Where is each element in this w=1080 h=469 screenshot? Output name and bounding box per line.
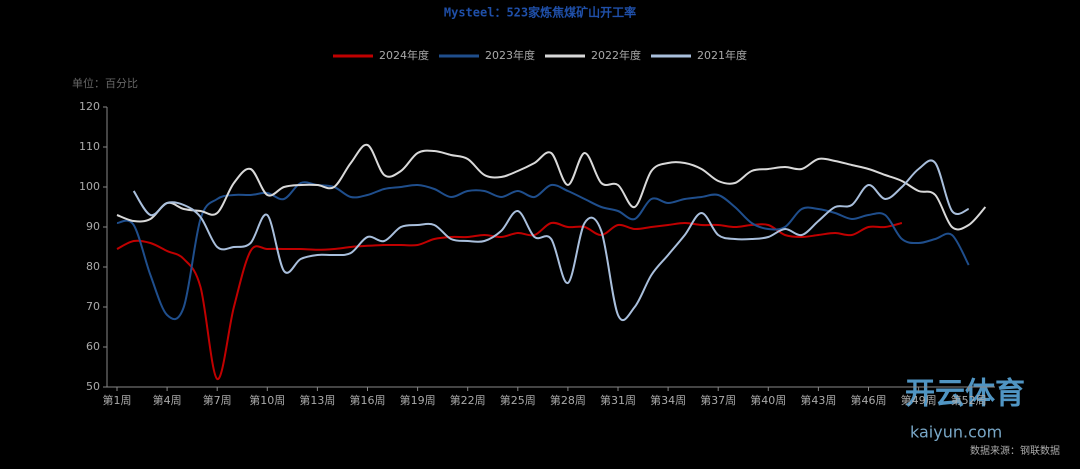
y-tick-label: 100 [79,180,100,193]
y-tick-label: 70 [86,300,100,313]
watermark-sub: kaiyun.com [910,423,1002,442]
x-tick-label: 第37周 [700,393,736,407]
x-tick-label: 第13周 [299,393,335,407]
y-tick-label: 60 [86,340,100,353]
x-tick-label: 第4周 [153,393,182,407]
x-tick-label: 第52周 [951,393,987,407]
x-tick-label: 第31周 [600,393,636,407]
y-tick-label: 110 [79,140,100,153]
series-line [132,159,970,322]
y-unit: 单位：百分比 [72,76,138,90]
x-tick-label: 第1周 [103,393,132,407]
series-line [116,181,970,321]
x-tick-label: 第40周 [750,393,786,407]
x-tick-label: 第7周 [203,393,232,407]
legend-label: 2021年度 [697,48,747,62]
series-line [116,221,903,381]
legend-label: 2024年度 [379,48,429,62]
source: 数据来源：钢联数据 [970,444,1060,457]
x-tick-label: 第25周 [500,393,536,407]
x-tick-label: 第22周 [450,393,486,407]
x-tick-label: 第49周 [901,393,937,407]
y-tick-label: 120 [79,100,100,113]
x-tick-label: 第28周 [550,393,586,407]
y-tick-label: 80 [86,260,100,273]
y-tick-label: 50 [86,380,100,393]
legend-label: 2023年度 [485,48,535,62]
x-tick-label: 第46周 [851,393,887,407]
watermark: 开云体育 [905,377,1025,412]
x-tick-label: 第16周 [350,393,386,407]
series-line [116,143,987,231]
x-tick-label: 第34周 [650,393,686,407]
x-tick-label: 第10周 [249,393,285,407]
chart-title: Mysteel：523家炼焦煤矿山开工率 [444,5,636,20]
legend-label: 2022年度 [591,48,641,62]
y-tick-label: 90 [86,220,100,233]
x-tick-label: 第19周 [400,393,436,407]
x-tick-label: 第43周 [800,393,836,407]
